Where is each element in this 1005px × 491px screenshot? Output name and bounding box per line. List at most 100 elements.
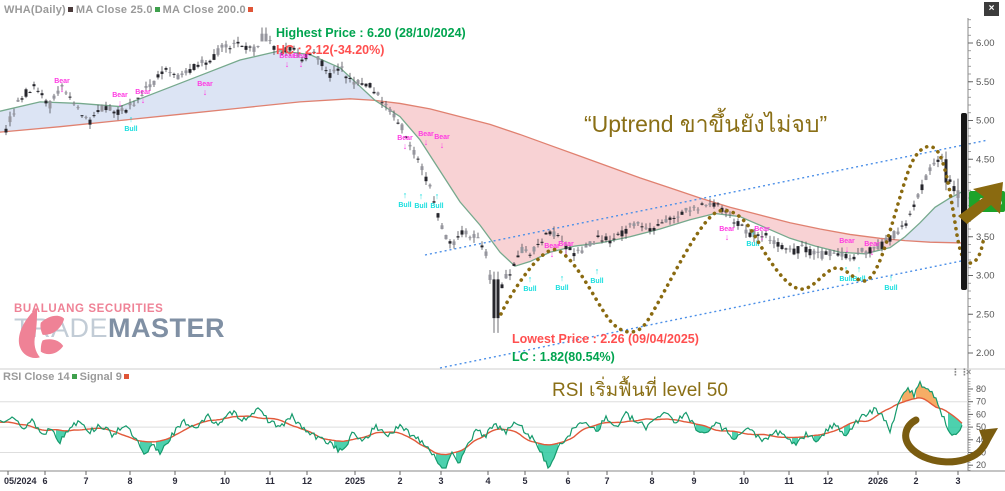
candle-body bbox=[832, 252, 836, 254]
candle-body bbox=[460, 230, 464, 235]
candle-body bbox=[284, 47, 288, 53]
candle-body bbox=[376, 92, 380, 95]
candle-body bbox=[360, 83, 364, 85]
candle-body bbox=[692, 206, 696, 208]
bear-arrow-icon: ↓ bbox=[403, 141, 408, 151]
candle-body bbox=[144, 85, 148, 88]
rsi-label[interactable]: RSI Close 14 bbox=[3, 371, 70, 383]
rsi-oversold-fill bbox=[140, 440, 152, 455]
rsi-oversold-fill bbox=[156, 437, 170, 455]
close-icon[interactable]: × bbox=[984, 2, 999, 16]
bear-signal-label: Bear bbox=[397, 135, 413, 142]
candle-body bbox=[480, 245, 484, 248]
candle-body bbox=[312, 51, 316, 54]
price-axis-label: 3.00 bbox=[976, 271, 995, 282]
candle-body bbox=[272, 46, 276, 50]
lowest-price-annotation: Lowest Price : 2.26 (09/04/2025) bbox=[512, 332, 699, 346]
candle-body bbox=[424, 176, 428, 182]
candle-body bbox=[244, 45, 248, 50]
ma200-dropdown-icon[interactable] bbox=[247, 7, 253, 12]
candle-body bbox=[644, 227, 648, 229]
candle-body bbox=[764, 233, 768, 236]
candle-body bbox=[308, 53, 312, 55]
candle-body bbox=[588, 241, 592, 247]
bear-arrow-icon: ↓ bbox=[424, 137, 429, 147]
candle-body bbox=[596, 235, 600, 238]
lc-annotation: LC : 1.82(80.54%) bbox=[512, 350, 615, 364]
candle-body bbox=[924, 175, 928, 180]
candle-body bbox=[768, 239, 772, 241]
candle-body bbox=[936, 159, 940, 162]
candle-body bbox=[600, 240, 604, 242]
candle-body bbox=[916, 194, 920, 198]
candle-body bbox=[740, 224, 744, 226]
candle-body bbox=[56, 90, 60, 94]
bull-signal-label: Bull bbox=[414, 203, 427, 210]
rsi-dropdown-icon[interactable] bbox=[71, 374, 77, 379]
signal-label[interactable]: Signal 9 bbox=[79, 371, 122, 383]
candle-body bbox=[352, 81, 356, 85]
date-axis-label: 2025 bbox=[345, 476, 365, 486]
candle-body bbox=[788, 248, 792, 250]
bull-signal-label: Bull bbox=[839, 276, 852, 283]
candle-body bbox=[580, 250, 584, 253]
candle-body bbox=[632, 223, 636, 226]
candle-body bbox=[420, 166, 424, 171]
price-axis-label: 2.00 bbox=[976, 348, 995, 359]
date-axis-label: 5 bbox=[522, 476, 527, 486]
ma25-label[interactable]: MA Close 25.0 bbox=[75, 4, 153, 16]
bull-signal-label: Bull bbox=[430, 203, 443, 210]
ma25-dropdown-icon[interactable] bbox=[154, 7, 160, 12]
candle-body bbox=[384, 103, 388, 106]
candle-body bbox=[172, 73, 176, 75]
candle-body bbox=[624, 228, 628, 234]
rsi-overbought-fill bbox=[916, 381, 938, 408]
candle-body bbox=[24, 89, 28, 97]
date-axis-label: 7 bbox=[604, 476, 609, 486]
candle-body bbox=[528, 254, 532, 256]
bull-arrow-icon: ↑ bbox=[889, 273, 894, 283]
symbol-label[interactable]: WHA(Daily) bbox=[4, 4, 66, 16]
candle-body bbox=[524, 249, 528, 251]
candle-body bbox=[484, 251, 488, 256]
bear-arrow-icon: ↓ bbox=[285, 59, 290, 69]
bear-arrow-icon: ↓ bbox=[550, 249, 555, 259]
bull-arrow-icon: ↑ bbox=[435, 191, 440, 201]
candle-body bbox=[628, 223, 632, 225]
candle-body bbox=[236, 41, 240, 44]
bear-signal-label: Bear bbox=[135, 89, 151, 96]
symbol-dropdown-icon[interactable] bbox=[67, 7, 73, 12]
ma200-label[interactable]: MA Close 200.0 bbox=[162, 4, 246, 16]
price-axis-label: 5.00 bbox=[976, 116, 995, 127]
candle-body bbox=[564, 245, 568, 250]
candle-body bbox=[212, 54, 216, 60]
candle-body bbox=[200, 59, 204, 64]
bull-signal-label: Bull bbox=[884, 285, 897, 292]
candle-body bbox=[112, 111, 116, 114]
candle-body bbox=[532, 246, 536, 252]
candle-body bbox=[616, 233, 620, 235]
candle-body bbox=[400, 124, 404, 131]
candle-body bbox=[712, 202, 716, 207]
candle-body bbox=[748, 232, 752, 237]
bear-signal-label: Bear bbox=[293, 53, 309, 60]
candle-body bbox=[428, 184, 432, 187]
bear-arrow-icon: ↓ bbox=[870, 247, 875, 257]
candle-body bbox=[708, 203, 712, 206]
date-axis-label: 9 bbox=[691, 476, 696, 486]
rsi-panel-close-icon[interactable]: × bbox=[966, 367, 972, 377]
rsi-panel-drag-icon[interactable]: ⋮⋮ bbox=[951, 367, 969, 377]
candle-body bbox=[96, 110, 100, 112]
candle-body bbox=[104, 106, 108, 111]
candle-body bbox=[896, 231, 900, 234]
rsi-axis-label: 50 bbox=[976, 422, 986, 432]
candle-body bbox=[680, 211, 684, 215]
rsi-axis-label: 70 bbox=[976, 397, 986, 407]
bear-arrow-icon: ↓ bbox=[440, 140, 445, 150]
candle-body bbox=[120, 108, 124, 112]
signal-dropdown-icon[interactable] bbox=[123, 374, 129, 379]
candle-body bbox=[8, 116, 12, 123]
bear-arrow-icon: ↓ bbox=[725, 232, 730, 242]
